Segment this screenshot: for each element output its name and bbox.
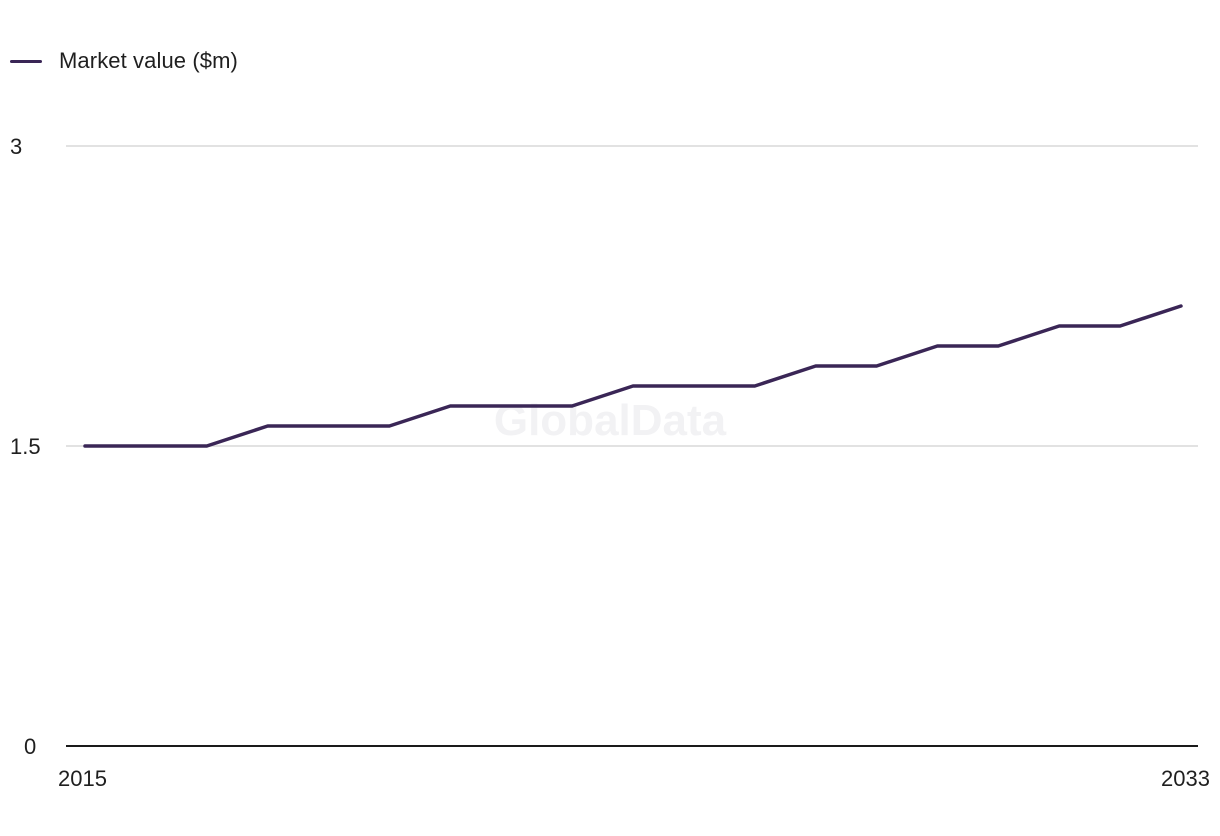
y-tick-label: 0 — [24, 734, 36, 759]
x-tick-labels: 2015 2033 — [58, 766, 1210, 791]
x-tick-label: 2015 — [58, 766, 107, 791]
y-tick-label: 3 — [10, 134, 22, 159]
x-tick-label: 2033 — [1161, 766, 1210, 791]
series-group — [83, 304, 1183, 448]
y-tick-label: 1.5 — [10, 434, 41, 459]
legend-swatch — [10, 59, 42, 63]
legend: Market value ($m) — [10, 46, 238, 76]
y-tick-labels: 01.53 — [10, 134, 41, 759]
watermark: GlobalData — [494, 396, 727, 445]
grid-lines — [66, 145, 1198, 747]
legend-label: Market value ($m) — [59, 48, 238, 73]
series-line — [83, 304, 1183, 448]
